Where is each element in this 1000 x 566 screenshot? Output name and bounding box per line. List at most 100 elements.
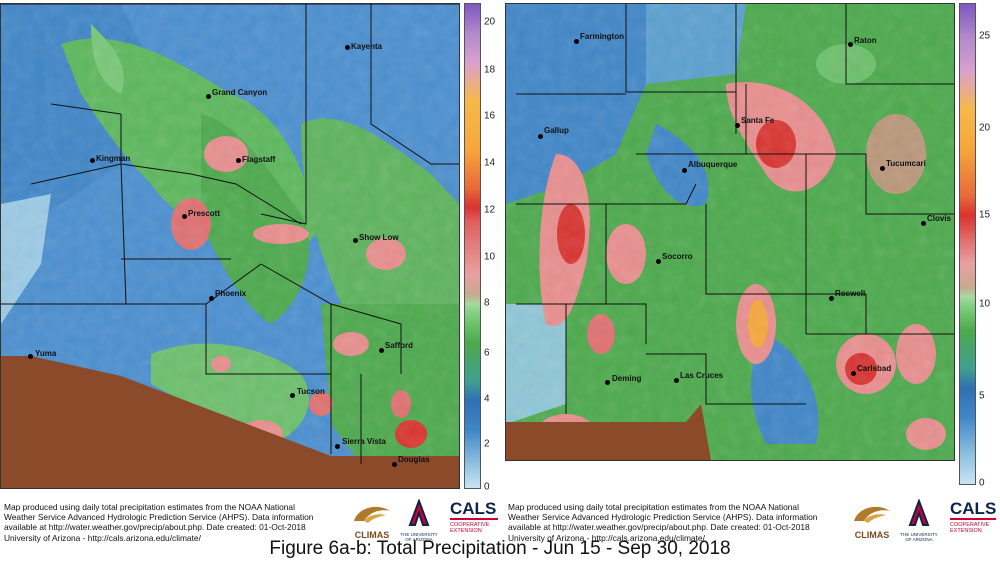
logo-group-right: CLIMAS THE UNIVERSITY OF ARIZONA CALS CO…: [848, 497, 998, 542]
city-show-low: Show Low: [359, 233, 399, 242]
colorbar-tick: 0: [979, 477, 985, 489]
cals-text: CALS: [950, 499, 997, 518]
colorbar-tick: 0: [484, 481, 490, 493]
city-santa-fe: Santa Fe: [741, 116, 775, 125]
arizona-precip-map: [0, 3, 460, 489]
credit-line: available at http://water.weather.gov/pr…: [508, 522, 810, 533]
city-kayenta: Kayenta: [351, 42, 383, 51]
city-marker: [851, 371, 856, 376]
new-mexico-colorbar: 0 5 10 15 20 25: [959, 3, 1000, 491]
cals-logo: CALS COOPERATIVE EXTENSION: [950, 499, 996, 541]
city-marker: [209, 296, 214, 301]
colorbar-tick: 10: [484, 251, 496, 263]
city-phoenix: Phoenix: [215, 289, 247, 298]
city-marker: [236, 158, 241, 163]
colorbar-tick: 16: [484, 110, 496, 122]
city-deming: Deming: [612, 374, 642, 383]
colorbar-tick: 20: [979, 122, 991, 134]
colorbar-tick: 14: [484, 157, 496, 169]
city-tucson: Tucson: [297, 387, 325, 396]
city-carlsbad: Carlsbad: [857, 364, 892, 373]
city-marker: [921, 221, 926, 226]
city-marker: [574, 39, 579, 44]
cals-text: CALS: [450, 499, 497, 518]
climas-text: CLIMAS: [354, 530, 390, 540]
city-kingman: Kingman: [96, 154, 131, 163]
arizona-colorbar: 0 2 4 6 8 10 12 14 16 18 20: [464, 3, 498, 493]
city-marker: [353, 238, 358, 243]
credit-line: Map produced using daily total precipita…: [508, 502, 799, 512]
city-roswell: Roswell: [835, 289, 866, 298]
figure-caption: Figure 6a-b: Total Precipitation - Jun 1…: [269, 538, 731, 559]
city-tucumcari: Tucumcari: [886, 159, 926, 168]
new-mexico-panel: Farmington Raton Gallup Santa Fe Albuque…: [503, 3, 1000, 493]
colorbar-tick: 5: [979, 390, 985, 402]
credit-line: Map produced using daily total precipita…: [4, 502, 295, 512]
city-safford: Safford: [385, 341, 413, 350]
credit-line: University of Arizona - http://cals.ariz…: [508, 532, 705, 543]
city-grand-canyon: Grand Canyon: [212, 88, 268, 97]
city-marker: [28, 354, 33, 359]
arizona-panel: Kayenta Grand Canyon Kingman Flagstaff P…: [0, 3, 498, 493]
credit-line: University of Arizona - http://cals.ariz…: [4, 532, 201, 543]
city-socorro: Socorro: [662, 252, 693, 261]
city-clovis: Clovis: [927, 214, 952, 223]
colorbar-tick: 4: [484, 393, 490, 405]
city-raton: Raton: [854, 36, 877, 45]
colorbar-tick: 8: [484, 297, 490, 309]
city-marker: [345, 45, 350, 50]
credit-line: Weather Service Advanced Hydrologic Pred…: [508, 512, 818, 523]
city-marker: [674, 378, 679, 383]
climas-text: CLIMAS: [854, 530, 890, 540]
city-las-cruces: Las Cruces: [680, 371, 724, 380]
city-marker: [682, 168, 687, 173]
city-marker: [538, 134, 543, 139]
colorbar-tick: 12: [484, 204, 496, 216]
city-marker: [392, 462, 397, 467]
credit-line: available at http://water.weather.gov/pr…: [4, 522, 306, 533]
city-prescott: Prescott: [188, 209, 221, 218]
new-mexico-precip-map: [505, 3, 955, 461]
climas-logo: CLIMAS: [848, 501, 896, 541]
colorbar-tick: 6: [484, 347, 490, 359]
ua-text: THE UNIVERSITY OF ARIZONA: [400, 532, 438, 542]
credit-text-right: Map produced using daily total precipita…: [508, 502, 838, 543]
city-marker: [335, 444, 340, 449]
city-marker: [90, 158, 95, 163]
new-mexico-colorbar-gradient: [959, 3, 976, 485]
city-yuma: Yuma: [35, 349, 57, 358]
colorbar-tick: 10: [979, 298, 991, 310]
city-marker: [656, 259, 661, 264]
colorbar-tick: 15: [979, 209, 991, 221]
climas-logo: CLIMAS: [348, 501, 396, 541]
credit-line: Weather Service Advanced Hydrologic Pred…: [4, 512, 314, 523]
ua-text: THE UNIVERSITY OF ARIZONA: [900, 532, 938, 542]
city-sierra-vista: Sierra Vista: [342, 437, 386, 446]
city-marker: [848, 42, 853, 47]
cals-sub-text: COOPERATIVE EXTENSION: [450, 518, 498, 534]
city-marker: [379, 348, 384, 353]
city-flagstaff: Flagstaff: [242, 155, 276, 164]
credit-text-left: Map produced using daily total precipita…: [4, 502, 344, 543]
university-of-arizona-logo: THE UNIVERSITY OF ARIZONA: [398, 498, 440, 542]
cals-logo: CALS COOPERATIVE EXTENSION: [450, 499, 498, 541]
cals-sub-text: COOPERATIVE EXTENSION: [950, 518, 996, 534]
arizona-colorbar-gradient: [464, 3, 481, 489]
city-marker: [735, 123, 740, 128]
colorbar-tick: 18: [484, 64, 496, 76]
city-marker: [605, 380, 610, 385]
city-marker: [880, 166, 885, 171]
colorbar-tick: 2: [484, 438, 490, 450]
city-marker: [206, 94, 211, 99]
city-marker: [290, 393, 295, 398]
city-gallup: Gallup: [544, 126, 569, 135]
city-marker: [829, 296, 834, 301]
city-marker: [182, 214, 187, 219]
colorbar-tick: 20: [484, 16, 496, 28]
logo-group-left: CLIMAS THE UNIVERSITY OF ARIZONA CALS CO…: [348, 497, 498, 542]
colorbar-tick: 25: [979, 30, 991, 42]
city-albuquerque: Albuquerque: [688, 160, 738, 169]
city-farmington: Farmington: [580, 32, 624, 41]
city-douglas: Douglas: [398, 455, 430, 464]
university-of-arizona-logo: THE UNIVERSITY OF ARIZONA: [898, 498, 940, 542]
